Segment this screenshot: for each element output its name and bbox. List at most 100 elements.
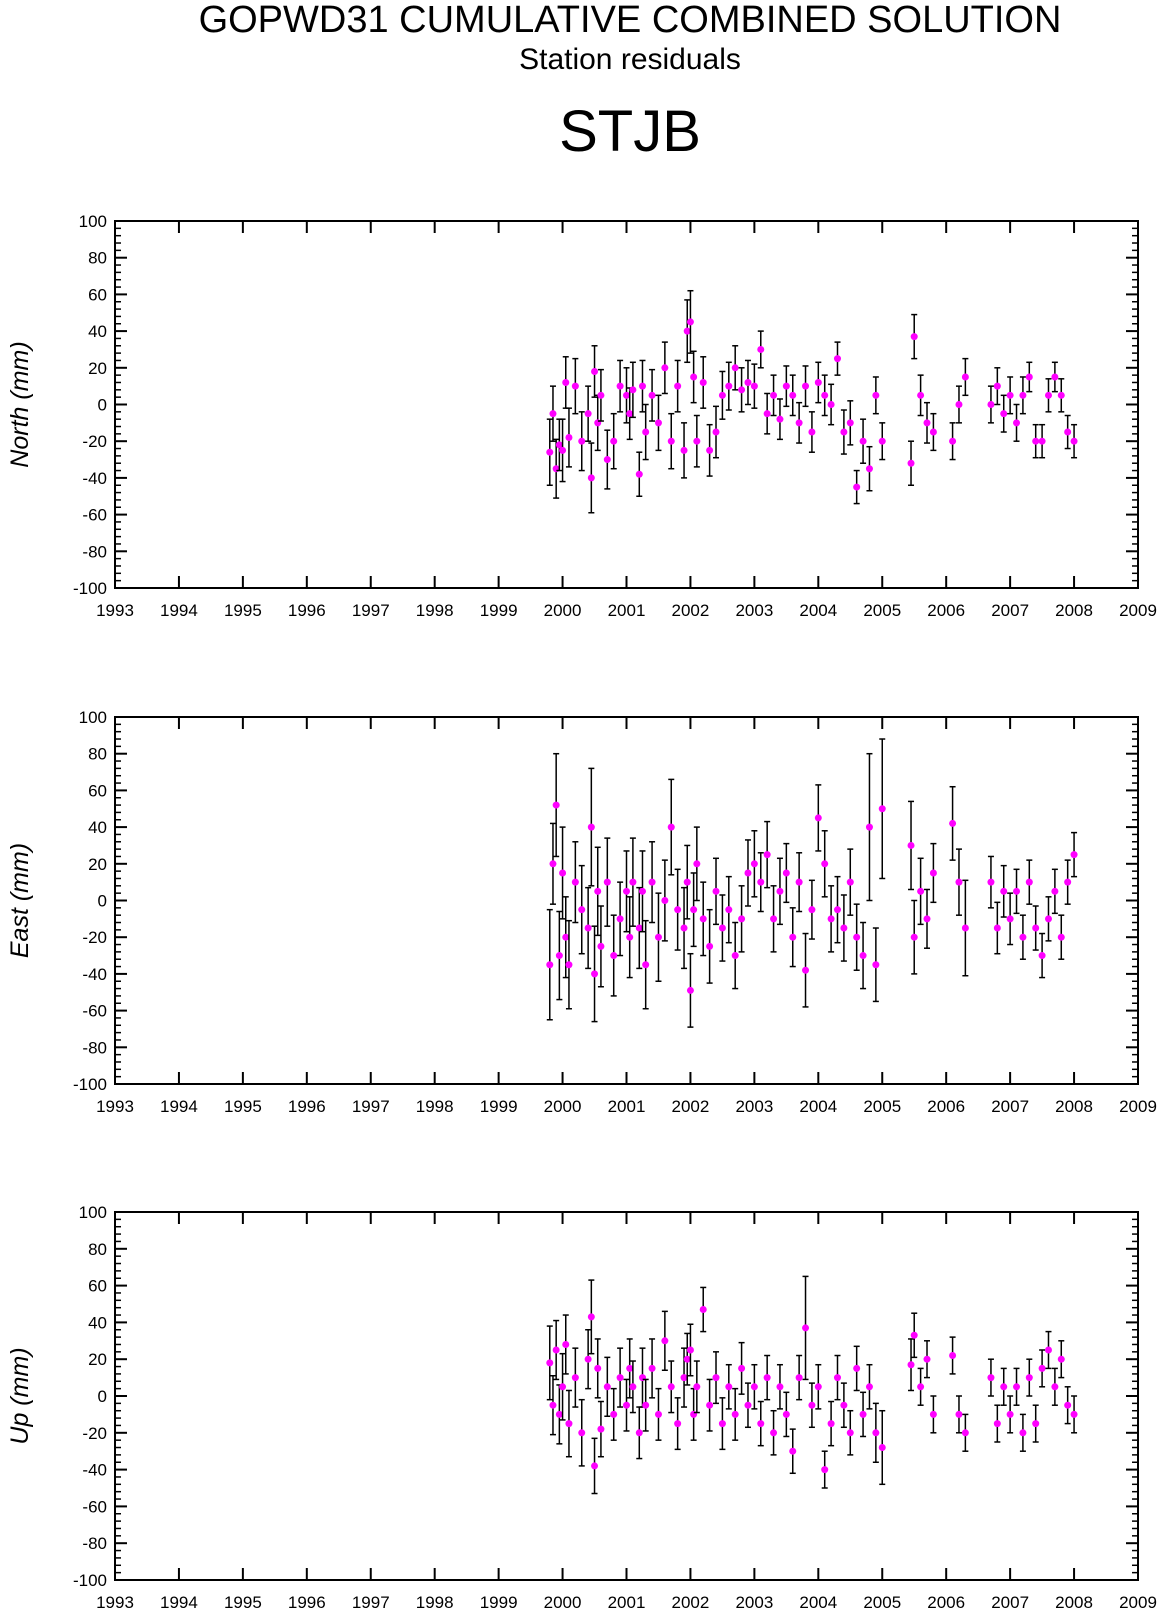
north-data-point	[840, 409, 848, 455]
east-data-point	[827, 885, 835, 953]
up-data-point	[686, 1323, 694, 1377]
east-data-point	[821, 830, 829, 898]
east-data-point	[718, 894, 726, 962]
up-data-point	[706, 1378, 714, 1432]
east-data-point	[782, 842, 790, 904]
up-data-point	[814, 1363, 822, 1410]
east-xtick-label: 2005	[863, 1097, 901, 1116]
up-data-point	[821, 1450, 829, 1489]
up-ytick-label: -60	[82, 1497, 107, 1516]
north-data-point	[565, 407, 573, 468]
east-data-point	[706, 908, 714, 984]
east-data-point	[865, 752, 873, 902]
up-data-point	[555, 1384, 563, 1445]
up-data-point	[770, 1409, 778, 1456]
north-data-point	[693, 414, 701, 468]
up-data-point	[987, 1358, 995, 1397]
north-data-point	[821, 374, 829, 417]
north-data-point	[1000, 394, 1008, 433]
east-data-point	[642, 919, 650, 1010]
east-xtick-label: 2004	[799, 1097, 837, 1116]
east-data-point	[546, 908, 554, 1021]
north-xtick-label: 2000	[544, 601, 582, 620]
east-data-point	[910, 899, 918, 975]
east-data-point	[1051, 868, 1059, 915]
east-data-point	[587, 767, 595, 887]
east-data-point	[648, 841, 656, 924]
panel-east: -100 -80 -60 -40 -20 0 20 40 60 80 100 1993 1994 1995…	[6, 708, 1157, 1116]
east-data-point	[750, 830, 758, 898]
up-data-point	[827, 1400, 835, 1447]
north-data-point	[744, 359, 752, 406]
east-data-point	[603, 837, 611, 927]
east-data-point	[1032, 905, 1040, 951]
north-data-point	[1064, 414, 1072, 450]
east-xtick-label: 2003	[735, 1097, 773, 1116]
north-data-point	[706, 423, 714, 477]
up-data-point	[667, 1360, 675, 1414]
north-data-point	[690, 350, 698, 404]
east-data-point	[1044, 896, 1052, 942]
east-ytick-label: -40	[82, 965, 107, 984]
east-data-point	[763, 820, 771, 889]
up-data-point	[1070, 1395, 1078, 1434]
east-xtick-label: 1998	[416, 1097, 454, 1116]
east-data-point	[1013, 868, 1021, 915]
up-ytick-label: -20	[82, 1424, 107, 1443]
up-data-point	[1044, 1330, 1052, 1370]
up-data-point	[907, 1338, 915, 1392]
north-data-point	[654, 394, 662, 452]
east-data-point	[770, 885, 778, 953]
up-data-point	[808, 1382, 816, 1429]
north-data-point	[712, 405, 720, 459]
north-data-point	[680, 422, 688, 479]
up-data-point	[587, 1279, 595, 1355]
up-xtick-label: 1995	[224, 1593, 262, 1612]
east-data-point	[591, 925, 599, 1023]
up-xtick-label: 1993	[96, 1593, 134, 1612]
north-data-point	[827, 383, 835, 426]
up-xtick-label: 2008	[1055, 1593, 1093, 1612]
up-data-point	[546, 1325, 554, 1401]
east-data-point	[661, 859, 669, 942]
up-data-point	[603, 1356, 611, 1417]
east-data-point	[859, 921, 867, 990]
east-xtick-label: 1995	[224, 1097, 262, 1116]
north-data-point	[635, 451, 643, 497]
up-data-point	[562, 1314, 570, 1375]
up-data-point	[872, 1402, 880, 1463]
north-ytick-label: -60	[82, 506, 107, 525]
north-data-point	[872, 376, 880, 415]
east-data-point	[635, 886, 643, 970]
east-data-point	[549, 822, 557, 905]
east-data-point	[961, 879, 969, 977]
north-data-point	[1057, 378, 1065, 413]
up-data-point	[610, 1387, 618, 1441]
east-data-point	[993, 901, 1001, 955]
east-ytick-label: 60	[88, 781, 107, 800]
up-xtick-label: 1996	[288, 1593, 326, 1612]
panel-north: -100 -80 -60 -40 -20 0 20 40 60 80 100 1993 1994 1995…	[6, 212, 1157, 620]
up-data-point	[865, 1363, 873, 1410]
up-data-point	[878, 1409, 886, 1486]
up-ytick-label: -80	[82, 1534, 107, 1553]
up-data-point	[917, 1367, 925, 1406]
up-data-point	[763, 1354, 771, 1401]
up-data-point	[690, 1387, 698, 1441]
east-xtick-label: 2001	[608, 1097, 646, 1116]
up-data-point	[699, 1286, 707, 1333]
north-data-point	[1051, 361, 1059, 393]
up-ytick-label: 20	[88, 1350, 107, 1369]
up-xtick-label: 2006	[927, 1593, 965, 1612]
up-data-point	[1006, 1395, 1014, 1434]
up-data-point	[1051, 1367, 1059, 1406]
up-data-point	[571, 1347, 579, 1408]
north-data-point	[993, 367, 1001, 406]
up-data-point	[1032, 1404, 1040, 1443]
up-data-point	[635, 1406, 643, 1460]
east-data-point	[1000, 864, 1008, 918]
east-data-point	[846, 848, 854, 916]
east-data-point	[1019, 914, 1027, 960]
up-data-point	[642, 1378, 650, 1432]
north-data-point	[859, 418, 867, 464]
